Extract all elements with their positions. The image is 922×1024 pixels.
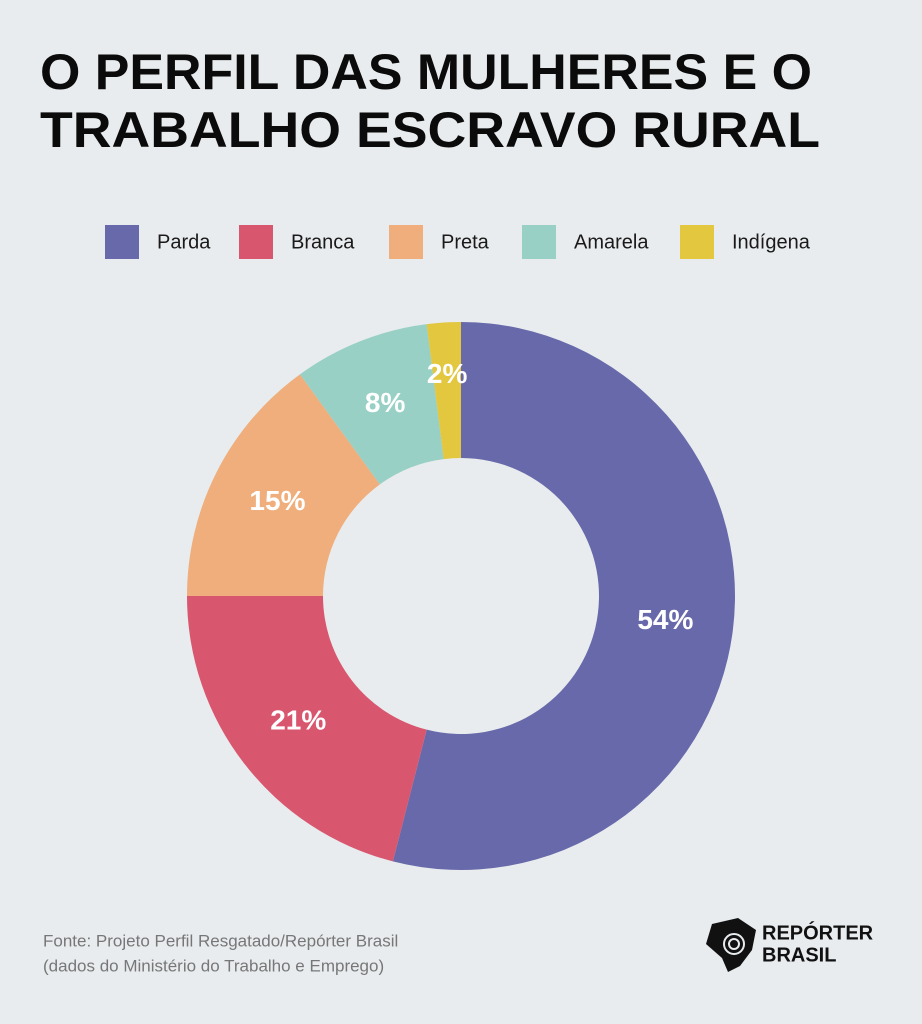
- value-label: 8%: [365, 387, 406, 418]
- logo-text: REPÓRTER: [762, 920, 874, 944]
- value-label: 54%: [637, 604, 693, 635]
- donut-slice: [392, 322, 735, 870]
- donut-slice: [187, 374, 380, 596]
- source: (dados do Ministério do Trabalho e Empre…: [43, 956, 384, 975]
- chart-title: TRABALHO ESCRAVO RURAL: [40, 102, 820, 158]
- value-label: 2%: [427, 358, 468, 389]
- legend-label: Amarela: [574, 231, 649, 253]
- legend-swatch: [522, 225, 556, 259]
- legend-label: Parda: [157, 231, 211, 253]
- logo-icon: [706, 918, 756, 972]
- value-label: 21%: [270, 705, 326, 736]
- legend-label: Branca: [291, 231, 355, 253]
- legend-swatch: [680, 225, 714, 259]
- legend-swatch: [239, 225, 273, 259]
- legend-swatch: [105, 225, 139, 259]
- chart-title: O PERFIL DAS MULHERES E O: [40, 44, 812, 100]
- legend-swatch: [389, 225, 423, 259]
- legend-label: Preta: [441, 231, 490, 253]
- legend-label: Indígena: [732, 231, 811, 253]
- source: Fonte: Projeto Perfil Resgatado/Repórter…: [43, 931, 398, 950]
- donut-slice: [299, 324, 444, 485]
- donut-slice: [187, 596, 427, 862]
- donut-slice: [426, 322, 461, 460]
- value-label: 15%: [249, 485, 305, 516]
- logo-text: BRASIL: [762, 944, 836, 966]
